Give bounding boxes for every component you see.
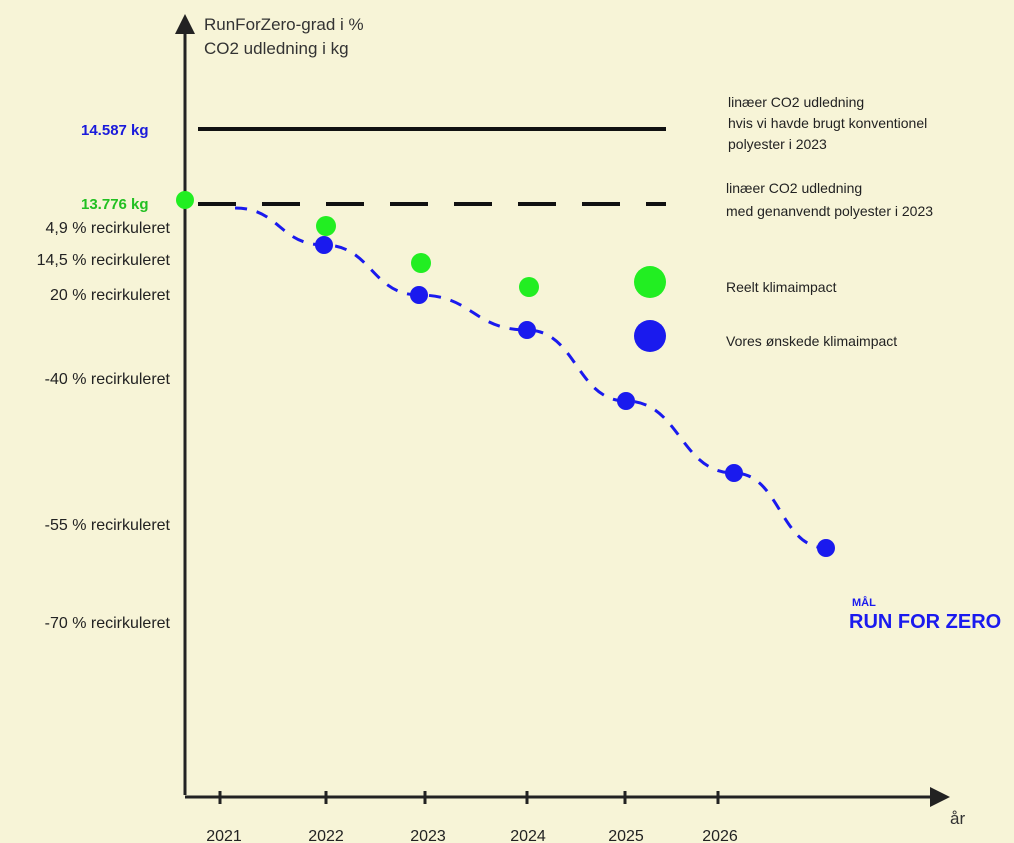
y-tick-label: -55 % recirkuleret [45,517,171,534]
reference-annotation-conventional-2: hvis vi havde brugt konventionel [728,115,927,131]
x-tick-label: 2026 [702,828,738,843]
y-tick-label: 14,5 % recirkuleret [37,252,171,269]
legend-label-actual: Reelt klimaimpact [726,279,837,295]
target-point [315,236,333,254]
reference-annotation-recycled-1: linæer CO2 udledning [726,180,862,196]
x-tick-label: 2023 [410,828,446,843]
target-point [518,321,536,339]
y-axis-title-line-1: RunForZero-grad i % [204,15,364,34]
goal-label-big: RUN FOR ZERO [849,611,1001,633]
y-tick-label: 20 % recirkuleret [50,287,171,304]
y-tick-label: -70 % recirkuleret [45,615,171,632]
y-tick-label: -40 % recirkuleret [45,371,171,388]
x-tick-label: 2025 [608,828,644,843]
target-point [617,392,635,410]
x-axis-title: år [950,809,965,828]
x-tick-label: 2021 [206,828,242,843]
goal-label-small: MÅL [852,596,876,609]
y-tick-label: 4,9 % recirkuleret [46,220,171,237]
target-trend-line [234,206,827,550]
target-point [817,539,835,557]
target-point [725,464,743,482]
start-point [176,191,194,209]
reference-value-conventional: 14.587 kg [81,122,149,139]
x-tick-label: 2024 [510,828,546,843]
legend-label-target: Vores ønskede klimaimpact [726,333,897,349]
actual-point [316,216,336,236]
reference-annotation-conventional-1: linæer CO2 udledning [728,94,864,110]
legend-marker-target [634,320,666,352]
legend-marker-actual [634,266,666,298]
x-tick-label: 2022 [308,828,344,843]
y-axis-title-line-2: CO2 udledning i kg [204,39,349,58]
reference-annotation-conventional-3: polyester i 2023 [728,136,827,152]
target-point [410,286,428,304]
y-axis-arrow-icon [175,14,195,34]
actual-point [519,277,539,297]
actual-point [411,253,431,273]
reference-annotation-recycled-2: med genanvendt polyester i 2023 [726,203,933,219]
x-axis-arrow-icon [930,787,950,807]
reference-value-recycled: 13.776 kg [81,196,149,213]
